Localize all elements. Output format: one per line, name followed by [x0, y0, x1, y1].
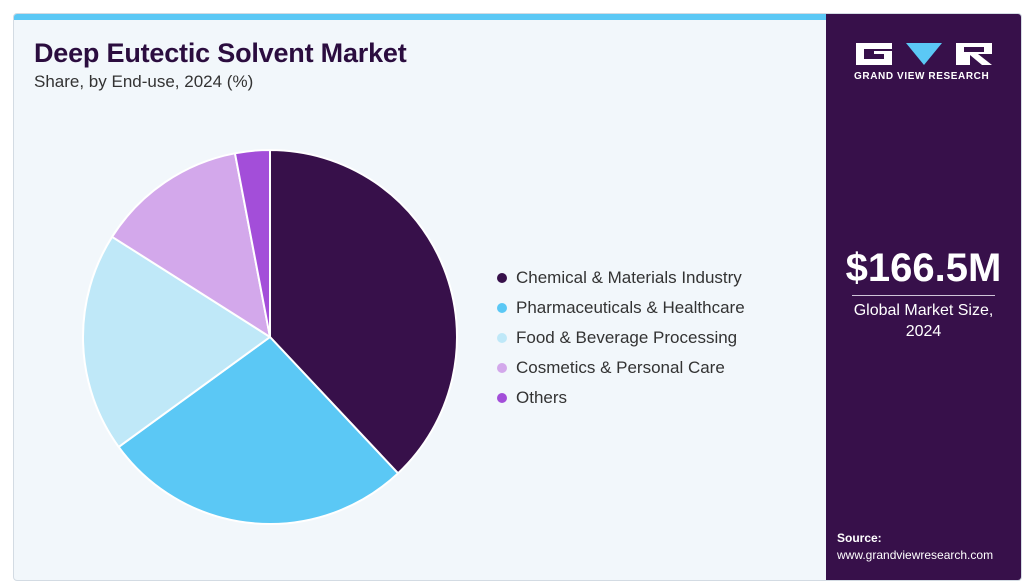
legend-item: Cosmetics & Personal Care — [497, 353, 745, 383]
pie-slice-2 — [82, 235, 271, 448]
sidebar-panel: GRAND VIEW RESEARCH $166.5M Global Marke… — [826, 14, 1021, 580]
divider — [852, 295, 995, 296]
pie-slice-4 — [233, 149, 271, 338]
market-size-value: $166.5M — [845, 246, 1002, 290]
source-label: Source: — [837, 531, 882, 545]
legend-label: Food & Beverage Processing — [516, 328, 738, 347]
legend-label: Chemical & Materials Industry — [516, 268, 742, 287]
legend-item: Chemical & Materials Industry — [497, 263, 745, 293]
logo-text: GRAND VIEW RESEARCH — [854, 71, 990, 82]
chart-card: Deep Eutectic Solvent Market Share, by E… — [13, 13, 1022, 581]
logo: GRAND VIEW RESEARCH — [854, 41, 994, 82]
legend-label: Cosmetics & Personal Care — [516, 358, 725, 377]
legend-swatch — [497, 273, 507, 283]
legend-item: Others — [497, 383, 745, 413]
legend: Chemical & Materials Industry Pharmaceuti… — [497, 263, 745, 413]
source-link[interactable]: www.grandviewresearch.com — [837, 548, 994, 562]
legend-swatch — [497, 303, 507, 313]
legend-label: Pharmaceuticals & Healthcare — [516, 298, 745, 317]
legend-swatch — [497, 333, 507, 343]
pie-slice-1 — [117, 336, 400, 525]
legend-swatch — [497, 393, 507, 403]
accent-bar — [14, 14, 826, 20]
legend-item: Food & Beverage Processing — [497, 323, 745, 353]
legend-swatch — [497, 363, 507, 373]
legend-label: Others — [516, 388, 568, 407]
pie-slice-3 — [111, 152, 271, 338]
chart-title: Deep Eutectic Solvent Market — [34, 38, 407, 68]
gvr-logo-icon — [856, 43, 992, 65]
pie-slice-0 — [269, 149, 458, 475]
pie-chart — [82, 149, 458, 525]
chart-subtitle: Share, by End-use, 2024 (%) — [34, 72, 254, 91]
legend-item: Pharmaceuticals & Healthcare — [497, 293, 745, 323]
market-size-label: Global Market Size, 2024 — [853, 302, 994, 340]
